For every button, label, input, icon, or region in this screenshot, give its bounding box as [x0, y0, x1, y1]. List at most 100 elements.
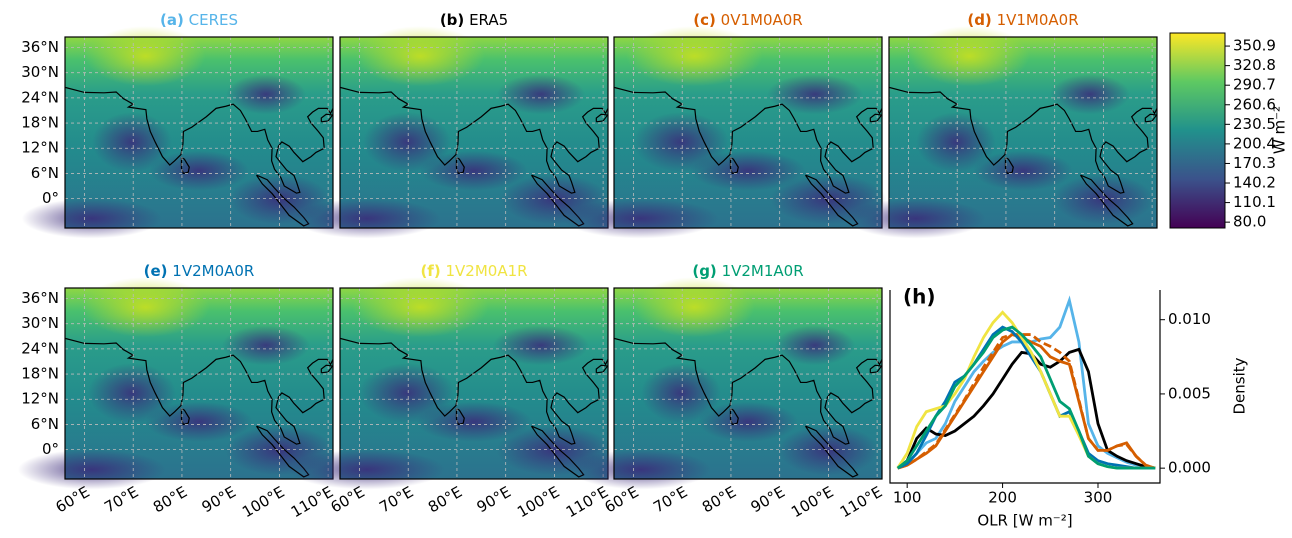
map-feature: [88, 363, 176, 424]
coastline: [455, 156, 465, 175]
lon-tick-label: 80°E: [425, 483, 465, 517]
coastline: [1079, 174, 1134, 227]
map-feature: [356, 26, 485, 87]
colorbar-tick-label: 290.7: [1233, 76, 1276, 94]
map-panel: [21, 26, 334, 239]
lat-tick-label: 0°: [42, 189, 59, 207]
density-line: [896, 347, 1156, 470]
panel-title: (e) 1V2M0A0R: [144, 262, 255, 280]
coastline: [595, 364, 608, 374]
map-feature: [359, 363, 455, 424]
x-tick-label: 300: [1084, 489, 1113, 507]
map-feature: [845, 198, 986, 239]
map-panel: [17, 277, 334, 490]
map-feature: [497, 74, 585, 115]
panel-label: (e): [144, 262, 168, 280]
map-feature: [916, 112, 996, 173]
coastline: [1144, 113, 1157, 123]
map-feature: [775, 325, 855, 366]
coastline: [869, 364, 882, 374]
density-line: [897, 332, 1156, 470]
panel-name: 1V1M0A0R: [997, 11, 1079, 29]
map-frame: [339, 287, 609, 480]
coastline: [320, 113, 333, 123]
colorbar-tick-label: 80.0: [1233, 213, 1266, 231]
x-axis-label: OLR [W m⁻²]: [977, 512, 1072, 530]
panel-title: (h): [903, 285, 936, 309]
map-frame: [64, 287, 334, 480]
map-feature: [145, 401, 253, 442]
panel-title: (d) 1V1M0A0R: [967, 11, 1078, 29]
lon-tick-label: 80°E: [150, 483, 190, 517]
map-feature: [634, 277, 755, 338]
lat-tick-label: 30°N: [21, 63, 59, 81]
map-feature: [633, 112, 729, 173]
panel-name: 1V2M1A0R: [722, 262, 804, 280]
y-tick-label: 0.010: [1168, 310, 1211, 328]
panel-label: (g): [692, 262, 716, 280]
colorbar-tick-label: 260.6: [1233, 95, 1276, 113]
colorbar-tick-label: 200.4: [1233, 134, 1276, 152]
panel-name: CERES: [189, 11, 238, 29]
map-feature: [690, 150, 806, 191]
map-feature: [973, 150, 1073, 191]
map-feature: [626, 26, 763, 87]
map-feature: [81, 277, 210, 338]
map-frame: [64, 36, 334, 229]
lon-tick-label: 100°E: [239, 483, 287, 521]
coastline: [804, 425, 859, 478]
density-line: [897, 295, 1156, 470]
colorbar-tick-label: 170.3: [1233, 154, 1276, 172]
map-panel: [288, 277, 613, 490]
panel-name: 1V2M0A1R: [445, 262, 527, 280]
coastline: [65, 337, 333, 445]
coastline: [869, 113, 882, 123]
panel-title: (f) 1V2M0A1R: [420, 262, 527, 280]
lon-tick-label: 90°E: [474, 483, 514, 517]
map-feature: [562, 198, 719, 239]
map-panel: [292, 26, 609, 239]
panel-title: (g) 1V2M1A0R: [692, 262, 803, 280]
lat-tick-label: 24°N: [21, 88, 59, 106]
colorbar: [1169, 32, 1226, 229]
map-feature: [570, 449, 711, 490]
map-feature: [92, 112, 172, 173]
coastline: [320, 364, 333, 374]
lat-tick-label: 12°N: [21, 139, 59, 157]
panel-title: (c) 0V1M0A0R: [693, 11, 802, 29]
panel-title: (b) ERA5: [440, 11, 508, 29]
map-feature: [288, 449, 445, 490]
map-feature: [420, 150, 528, 191]
panel-label: (a): [160, 11, 184, 29]
colorbar-tick-label: 140.2: [1233, 174, 1276, 192]
coastline: [340, 86, 608, 194]
coastline: [1004, 156, 1014, 175]
map-panel: [570, 277, 883, 490]
map-feature: [17, 449, 166, 490]
coastline: [455, 407, 465, 426]
map-feature: [493, 325, 589, 366]
y-tick-label: 0.005: [1168, 384, 1211, 402]
map-feature: [85, 26, 206, 87]
map-feature: [909, 26, 1030, 87]
coastline: [180, 156, 190, 175]
map-feature: [363, 112, 451, 173]
lat-tick-label: 12°N: [21, 390, 59, 408]
map-frame: [888, 36, 1158, 229]
coastline: [595, 113, 608, 123]
map-panel: [845, 26, 1158, 239]
map-feature: [641, 363, 721, 424]
coastline: [614, 86, 882, 194]
colorbar-label: W m⁻²: [1271, 106, 1289, 154]
map-feature: [767, 74, 863, 115]
panel-label: (b): [440, 11, 464, 29]
lat-tick-label: 6°N: [31, 164, 59, 182]
coastline: [614, 337, 882, 445]
panel-label: (f): [420, 262, 440, 280]
density-line: [897, 333, 1156, 470]
lat-tick-label: 18°N: [21, 114, 59, 132]
lat-tick-label: 30°N: [21, 314, 59, 332]
map-feature: [416, 401, 532, 442]
map-frame: [613, 36, 883, 229]
coastline: [340, 337, 608, 445]
